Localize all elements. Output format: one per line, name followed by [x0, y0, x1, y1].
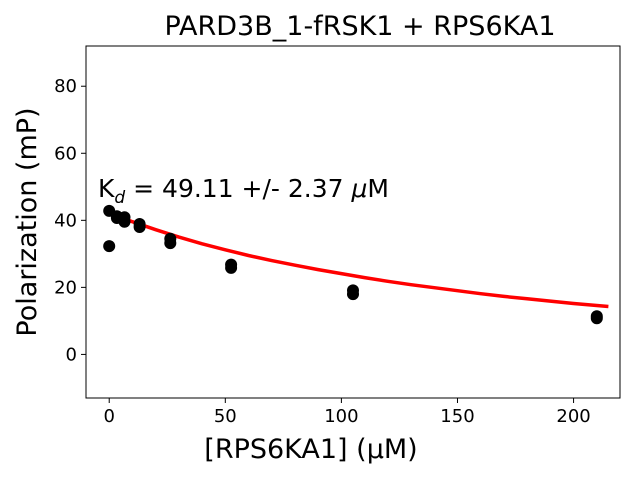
data-point [347, 288, 359, 301]
data-point [133, 221, 146, 233]
kd-k: K [98, 174, 115, 203]
data-point [118, 215, 131, 228]
y-axis-ticks: 0 20 40 60 80 [54, 76, 86, 365]
kd-mu: μ [351, 174, 368, 203]
x-tick-label: 150 [440, 406, 474, 427]
fit-curve [108, 211, 609, 309]
points-layer [103, 204, 603, 325]
y-tick-label: 60 [54, 143, 77, 164]
x-tick-label: 50 [214, 406, 237, 427]
kd-subscript: d [114, 188, 125, 208]
y-tick-label: 20 [54, 277, 77, 298]
chart-title: PARD3B_1-fRSK1 + RPS6KA1 [164, 11, 555, 42]
y-tick-label: 0 [66, 344, 77, 365]
kd-annotation: Kd = 49.11 +/- 2.37 μM [98, 174, 389, 208]
data-point [590, 312, 603, 325]
x-axis-ticks: 0 50 100 150 200 [103, 398, 591, 427]
y-tick-label: 40 [54, 210, 77, 231]
x-tick-label: 200 [556, 406, 590, 427]
data-point [164, 237, 177, 250]
kd-value: = 49.11 +/- 2.37 [125, 174, 351, 203]
x-axis-label: [RPS6KA1] (μM) [204, 434, 417, 465]
plot-area-frame [85, 45, 621, 399]
x-tick-label: 100 [324, 406, 358, 427]
y-axis-label: Polarization (mP) [12, 107, 43, 336]
kd-unit: M [367, 174, 389, 203]
fit-layer [108, 211, 609, 309]
data-point [225, 261, 238, 274]
y-tick-label: 80 [54, 76, 77, 97]
data-point [103, 240, 116, 253]
x-tick-label: 0 [103, 406, 114, 427]
